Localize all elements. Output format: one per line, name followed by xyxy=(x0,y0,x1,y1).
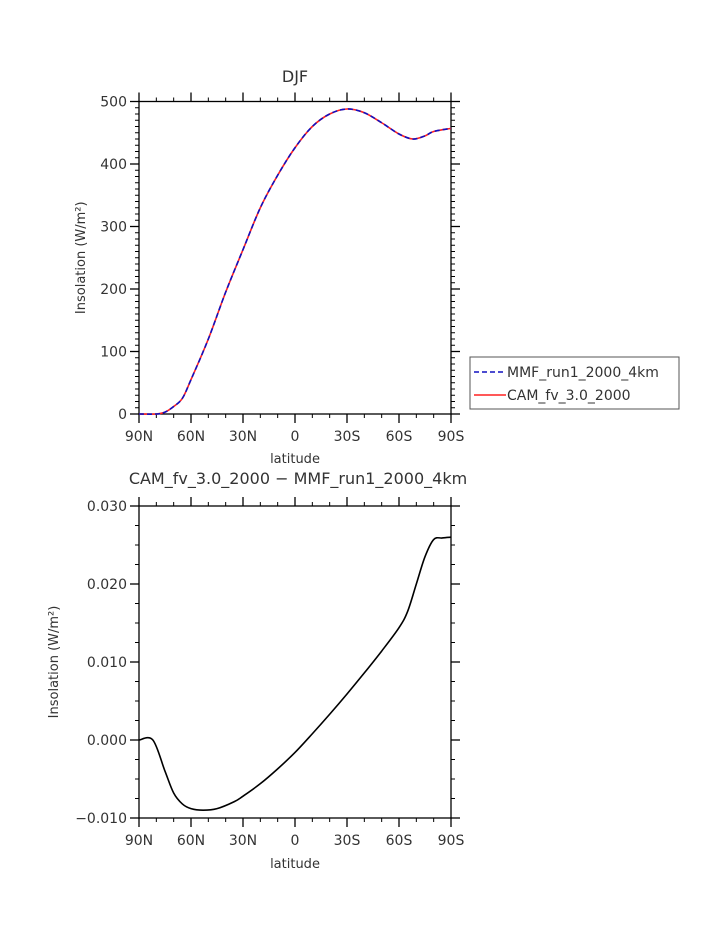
x-tick-label: 0 xyxy=(291,429,300,445)
plot-frame xyxy=(138,505,452,819)
y-axis-label: Insolation (W/m²) xyxy=(47,606,62,719)
series-line-1 xyxy=(138,108,452,415)
x-tick-label: 60N xyxy=(177,429,205,445)
x-tick-label: 60S xyxy=(386,833,413,849)
x-tick-label: 90N xyxy=(125,833,153,849)
y-tick-label: −0.010 xyxy=(75,811,127,827)
chart-title: DJF xyxy=(282,67,308,86)
x-tick-label: 30S xyxy=(334,833,361,849)
legend-label: MMF_run1_2000_4km xyxy=(507,365,659,381)
x-tick-label: 60S xyxy=(386,429,413,445)
series-line-0 xyxy=(138,536,452,812)
y-tick-label: 0.020 xyxy=(87,577,127,593)
y-tick-label: 200 xyxy=(100,282,127,298)
x-tick-label: 30S xyxy=(334,429,361,445)
y-tick-label: 400 xyxy=(100,157,127,173)
y-tick-label: 100 xyxy=(100,345,127,361)
x-tick-label: 30N xyxy=(229,833,257,849)
legend: MMF_run1_2000_4km CAM_fv_3.0_2000 xyxy=(469,356,680,410)
y-tick-label: 0 xyxy=(118,407,127,423)
x-tick-label: 30N xyxy=(229,429,257,445)
x-tick-label: 60N xyxy=(177,833,205,849)
y-axis-label: Insolation (W/m²) xyxy=(74,201,89,314)
y-tick-label: 0.030 xyxy=(87,499,127,515)
x-axis-label: latitude xyxy=(270,452,320,467)
x-tick-label: 90S xyxy=(438,429,465,445)
plot-1: 90N 60N 30N 0 30S 60S 90S −0.010 0.000 0.010 0.020… xyxy=(47,469,467,872)
x-tick-label: 90N xyxy=(125,429,153,445)
chart-title: CAM_fv_3.0_2000 − MMF_run1_2000_4km xyxy=(129,469,467,489)
x-tick-label: 90S xyxy=(438,833,465,849)
plot-0: 90N 60N 30N 0 30S 60S 90S 0 100 200 300 400 500 DJF la… xyxy=(74,67,464,467)
legend-box xyxy=(469,356,680,410)
y-tick-label: 500 xyxy=(100,95,127,111)
y-tick-label: 0.000 xyxy=(87,733,127,749)
x-axis-label: latitude xyxy=(270,857,320,872)
y-tick-label: 0.010 xyxy=(87,655,127,671)
series-line-0 xyxy=(138,108,452,415)
x-tick-label: 0 xyxy=(291,833,300,849)
y-tick-label: 300 xyxy=(100,220,127,236)
legend-label: CAM_fv_3.0_2000 xyxy=(507,388,631,404)
